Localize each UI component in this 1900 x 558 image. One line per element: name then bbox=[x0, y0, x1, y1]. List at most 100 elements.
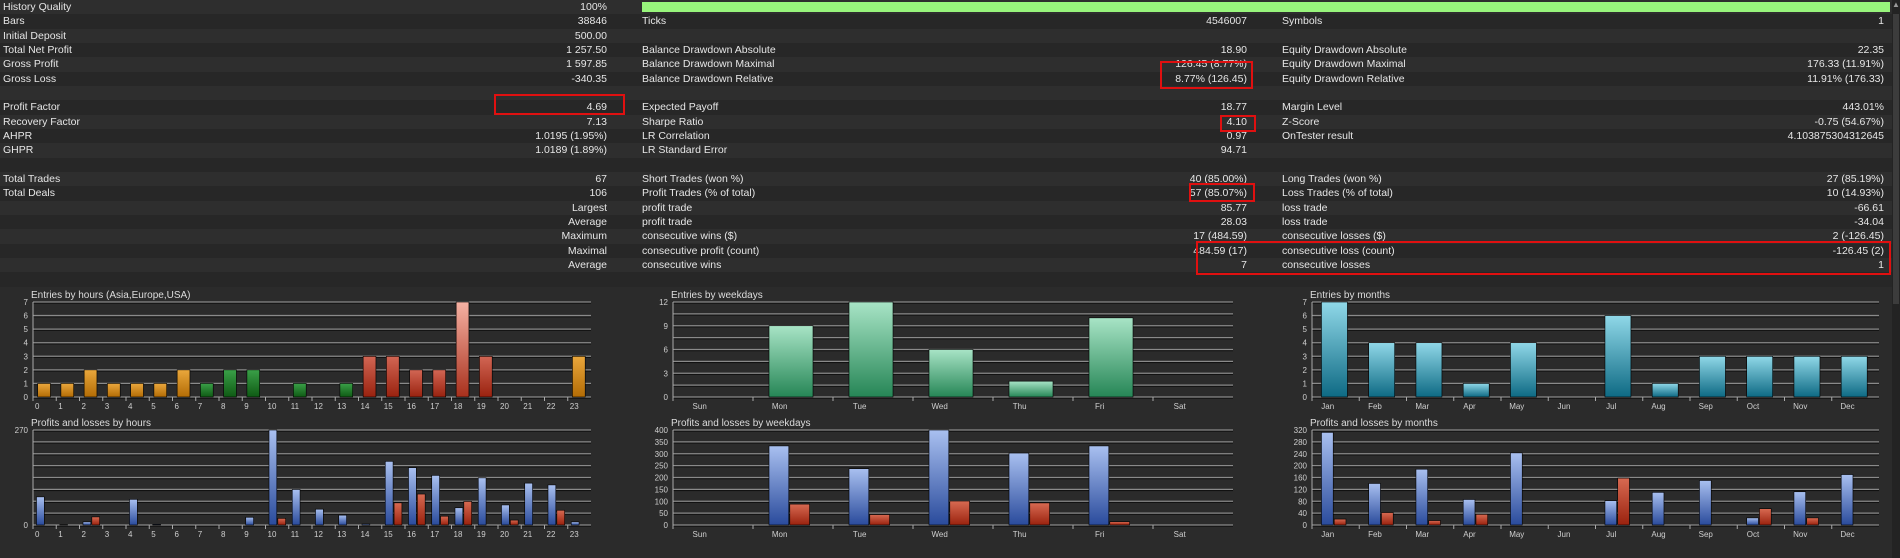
stat-value: 18.77 bbox=[1220, 101, 1247, 114]
x-tick-label: 0 bbox=[35, 402, 40, 411]
x-tick-label: Feb bbox=[1368, 530, 1382, 539]
profit-bar bbox=[1840, 474, 1854, 526]
x-tick-label: 5 bbox=[151, 402, 156, 411]
entry-bar bbox=[1088, 317, 1134, 398]
loss-bar bbox=[949, 500, 970, 526]
y-tick-label: 150 bbox=[655, 485, 669, 494]
x-tick-label: Aug bbox=[1651, 530, 1665, 539]
y-tick-label: 7 bbox=[1303, 298, 1308, 307]
x-tick-label: Wed bbox=[932, 402, 948, 411]
x-tick-label: 8 bbox=[221, 530, 226, 539]
x-tick-label: 18 bbox=[454, 402, 463, 411]
table-row: History Quality 100% bbox=[0, 0, 1892, 15]
x-tick-label: Thu bbox=[1013, 402, 1027, 411]
entry-bar bbox=[37, 383, 51, 398]
x-tick-label: May bbox=[1509, 530, 1524, 539]
entry-bar bbox=[1510, 342, 1537, 398]
entry-bar bbox=[455, 301, 470, 398]
profit-bar bbox=[848, 468, 870, 526]
x-tick-label: Feb bbox=[1368, 402, 1382, 411]
loss-bar bbox=[1333, 518, 1347, 526]
stat-value: 100% bbox=[580, 1, 607, 13]
entry-bar bbox=[479, 355, 493, 398]
y-tick-label: 2 bbox=[24, 366, 29, 375]
x-tick-label: 13 bbox=[337, 402, 346, 411]
history-quality-bar bbox=[642, 2, 1890, 12]
y-tick-label: 0 bbox=[664, 393, 669, 402]
stat-label: Equity Drawdown Maximal bbox=[1282, 58, 1406, 71]
y-tick-label: 0 bbox=[664, 521, 669, 530]
x-tick-label: Jun bbox=[1558, 402, 1571, 411]
y-tick-label: 5 bbox=[24, 325, 29, 334]
table-row bbox=[0, 272, 1892, 287]
x-tick-label: Sat bbox=[1174, 530, 1187, 539]
stat-value: 4.10 bbox=[1226, 115, 1247, 128]
y-tick-label: 0 bbox=[24, 521, 29, 530]
entry-bar bbox=[153, 383, 167, 398]
stat-value: 10 (14.93%) bbox=[1826, 187, 1884, 200]
loss-bar bbox=[277, 518, 286, 526]
x-tick-label: 9 bbox=[244, 530, 249, 539]
entry-bar bbox=[1793, 355, 1821, 398]
stat-value: Average bbox=[568, 215, 607, 228]
loss-bar bbox=[1806, 517, 1819, 526]
entry-bar bbox=[432, 369, 446, 398]
loss-bar bbox=[417, 493, 426, 526]
entry-bar bbox=[1321, 301, 1348, 398]
results-table: History Quality 100% Bars 38846 Ticks 4546007… bbox=[0, 0, 1892, 287]
profit-bar bbox=[1746, 517, 1759, 526]
entry-bar bbox=[1462, 383, 1490, 398]
x-tick-label: Wed bbox=[932, 530, 948, 539]
profit-bar bbox=[1510, 452, 1523, 526]
stat-label: loss trade bbox=[1282, 215, 1328, 228]
stat-label: Symbols bbox=[1282, 15, 1323, 28]
stat-label: Z-Score bbox=[1282, 115, 1320, 128]
x-tick-label: Jun bbox=[1558, 530, 1571, 539]
entry-bar bbox=[1746, 355, 1773, 398]
stat-label: profit trade bbox=[642, 201, 693, 214]
stat-value: 57 (85.07%) bbox=[1189, 187, 1247, 200]
stat-value: 7 bbox=[1241, 258, 1247, 271]
x-tick-label: Sep bbox=[1699, 402, 1714, 411]
stat-label: consecutive loss (count) bbox=[1282, 244, 1395, 257]
stat-label: consecutive wins bbox=[642, 258, 722, 271]
x-tick-label: 19 bbox=[477, 530, 486, 539]
stat-label: GHPR bbox=[3, 144, 34, 157]
stat-label: profit trade bbox=[642, 215, 693, 228]
x-tick-label: Sat bbox=[1174, 402, 1187, 411]
x-tick-label: 10 bbox=[268, 402, 277, 411]
x-tick-label: 11 bbox=[291, 530, 300, 539]
x-tick-label: 21 bbox=[523, 402, 532, 411]
stat-value: 85.77 bbox=[1220, 201, 1247, 214]
x-tick-label: 13 bbox=[337, 530, 346, 539]
profit-bar bbox=[245, 516, 254, 526]
profit-bar bbox=[82, 521, 92, 526]
profit-bar bbox=[454, 507, 464, 526]
profit-bar bbox=[1321, 432, 1334, 526]
stat-label: Sharpe Ratio bbox=[642, 115, 704, 128]
profit-bar bbox=[268, 429, 278, 526]
scrollbar-thumb[interactable] bbox=[1893, 14, 1899, 304]
y-tick-label: 4 bbox=[1303, 339, 1308, 348]
profit-bar bbox=[384, 461, 394, 526]
stat-label: consecutive profit (count) bbox=[642, 244, 760, 257]
profit-bar bbox=[1604, 500, 1618, 526]
stat-value: 8.77% (126.45) bbox=[1175, 72, 1247, 85]
stat-label: Profit Factor bbox=[3, 101, 61, 114]
stat-value: 4546007 bbox=[1206, 15, 1247, 28]
stat-value: 1 257.50 bbox=[566, 43, 607, 56]
profit-bar bbox=[361, 523, 371, 526]
loss-bar bbox=[440, 515, 449, 526]
x-tick-label: 15 bbox=[384, 402, 393, 411]
vertical-scrollbar[interactable]: ▲ bbox=[1892, 0, 1900, 558]
stat-label: consecutive wins ($) bbox=[642, 230, 738, 243]
y-tick-label: 350 bbox=[655, 438, 669, 447]
x-tick-label: 4 bbox=[128, 530, 133, 539]
loss-bar bbox=[1617, 477, 1630, 526]
x-tick-label: Sep bbox=[1699, 530, 1714, 539]
x-tick-label: 23 bbox=[570, 402, 579, 411]
entry-bar bbox=[246, 369, 260, 398]
stat-value: 11.91% (176.33) bbox=[1807, 72, 1884, 85]
scroll-up-icon[interactable]: ▲ bbox=[1892, 0, 1900, 9]
stat-label: Gross Profit bbox=[3, 58, 59, 71]
